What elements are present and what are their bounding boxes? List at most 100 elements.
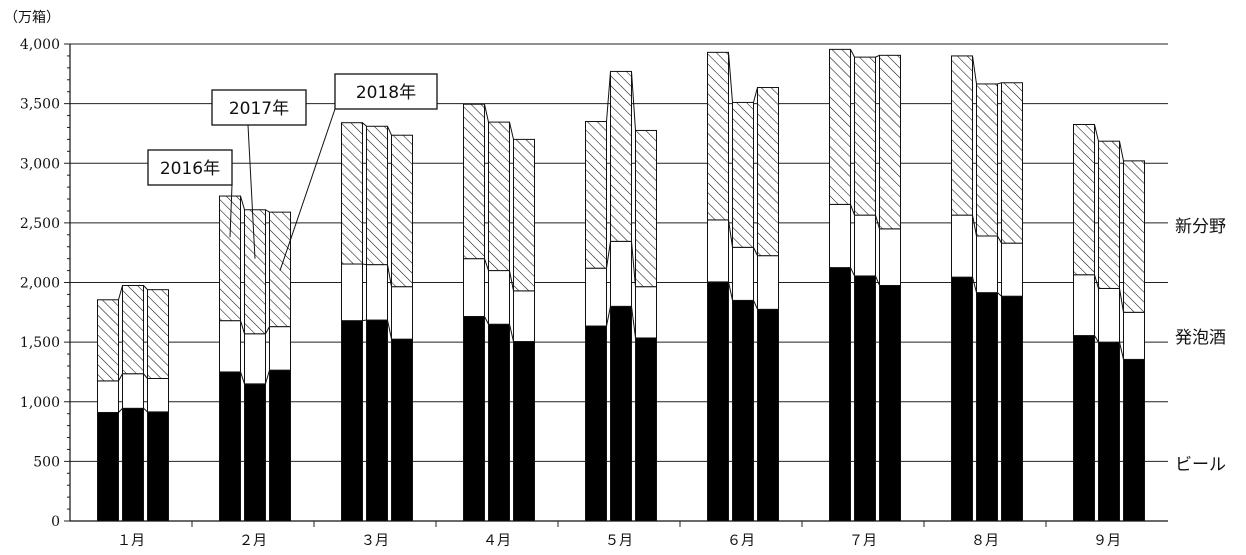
series-label: 新分野: [1175, 217, 1226, 237]
bar-segment: [854, 275, 876, 522]
y-tick-label: 0: [51, 514, 60, 530]
y-tick-label: 4,000: [20, 37, 60, 53]
bar-segment: [122, 407, 144, 522]
callout-year-label: 2017年: [229, 99, 289, 119]
stack-connector: [1094, 274, 1099, 289]
callout-leader-line: [279, 108, 336, 271]
bar-segment: [610, 240, 632, 307]
x-tick-label: ４月: [483, 533, 511, 549]
bar-segment: [513, 290, 535, 343]
callout-leader-line: [229, 184, 233, 238]
x-tick-labels: １月 ２月 ３月 ４月 ５月 ６月 ７月 ８月 ９月: [117, 533, 1121, 549]
stack-connector: [997, 235, 1002, 244]
bar-segment: [269, 326, 291, 371]
callout-box: [334, 73, 438, 110]
bar-segment: [463, 103, 485, 260]
stack-connector: [728, 52, 733, 103]
bar-segment: [97, 411, 119, 522]
bar-segment: [976, 83, 998, 237]
bar-segment: [757, 255, 779, 310]
callout-year-label: 2016年: [160, 159, 220, 179]
stack-connector: [362, 263, 367, 266]
bar-segment: [147, 411, 169, 522]
bar-segment: [1001, 82, 1023, 244]
bar-segment: [391, 134, 413, 288]
bar-segment: [951, 276, 973, 522]
stack-connector: [1094, 335, 1099, 343]
stack-connector: [509, 270, 514, 291]
bar-segment: [635, 337, 657, 522]
stack-connector: [265, 326, 270, 335]
bar-segment: [513, 138, 535, 292]
x-tick-label: ３月: [361, 533, 389, 549]
x-tick-label: ９月: [1093, 533, 1121, 549]
stack-connector: [972, 215, 977, 237]
stack-connector: [118, 373, 123, 382]
bar-segment: [463, 315, 485, 522]
stack-connector: [265, 370, 270, 385]
bar-segment: [244, 333, 266, 385]
bar-segment: [585, 121, 607, 269]
bar-segment: [610, 305, 632, 522]
stack-connector: [972, 277, 977, 293]
bar-segment: [585, 267, 607, 327]
bar-segment: [757, 87, 779, 257]
stack-connector: [143, 373, 148, 379]
stack-connector: [484, 104, 489, 123]
y-tick-label: 3,000: [20, 156, 60, 172]
stack-connector: [240, 195, 245, 210]
stack-connector: [509, 121, 514, 140]
callout-year-label: 2018年: [356, 83, 416, 103]
stack-connector: [850, 49, 855, 58]
stack-connector: [875, 275, 880, 286]
bar-segment: [879, 228, 901, 286]
stack-connector: [143, 285, 148, 291]
stack-connector: [118, 285, 123, 300]
bar-segment: [829, 203, 851, 269]
bar-segment: [854, 214, 876, 277]
bar-segment: [976, 292, 998, 522]
bar-segment: [1123, 358, 1145, 522]
bar-segment: [488, 323, 510, 522]
bar-segment: [463, 258, 485, 317]
bar-segment: [1098, 341, 1120, 522]
bar-segment: [269, 369, 291, 522]
bar-segment: [1073, 123, 1095, 276]
stack-connector: [606, 71, 611, 122]
callout-leader-line: [247, 124, 256, 259]
bar-segment: [1001, 242, 1023, 297]
y-tick-label: 3,500: [20, 97, 60, 113]
bar-segment: [122, 284, 144, 375]
stack-connector: [362, 122, 367, 127]
bar-segment: [879, 54, 901, 230]
stack-connector: [753, 247, 758, 256]
stack-connector-lines: [118, 49, 1124, 413]
bar-segment: [610, 70, 632, 242]
bar-segment: [97, 380, 119, 413]
bar-segment: [829, 48, 851, 205]
bar-segment: [122, 373, 144, 409]
series-label: 発泡酒: [1175, 328, 1226, 348]
y-tick-label: 500: [33, 454, 60, 470]
bar-segment: [219, 371, 241, 522]
stack-connector: [606, 241, 611, 269]
stack-connector: [240, 371, 245, 385]
bar-segment: [951, 214, 973, 278]
x-tick-label: ５月: [605, 533, 633, 549]
y-tick-labels: 0 500 1,000 1,500 2,000 2,500 3,000 3,500 4,000: [20, 37, 60, 530]
bar-segment: [513, 341, 535, 522]
x-tick-label: ８月: [971, 533, 999, 549]
stack-connector: [143, 407, 148, 413]
stack-connector: [850, 204, 855, 216]
y-tick-label: 1,000: [20, 395, 60, 411]
stack-connector: [997, 292, 1002, 297]
bar-segment: [1073, 274, 1095, 337]
axes: [64, 43, 1168, 527]
stack-connector: [631, 306, 636, 339]
bar-segment: [976, 235, 998, 294]
bar-segment: [341, 320, 363, 522]
bar-segment: [341, 122, 363, 265]
bars: [97, 48, 1145, 522]
bar-segment: [488, 121, 510, 272]
bar-segment: [732, 101, 754, 248]
